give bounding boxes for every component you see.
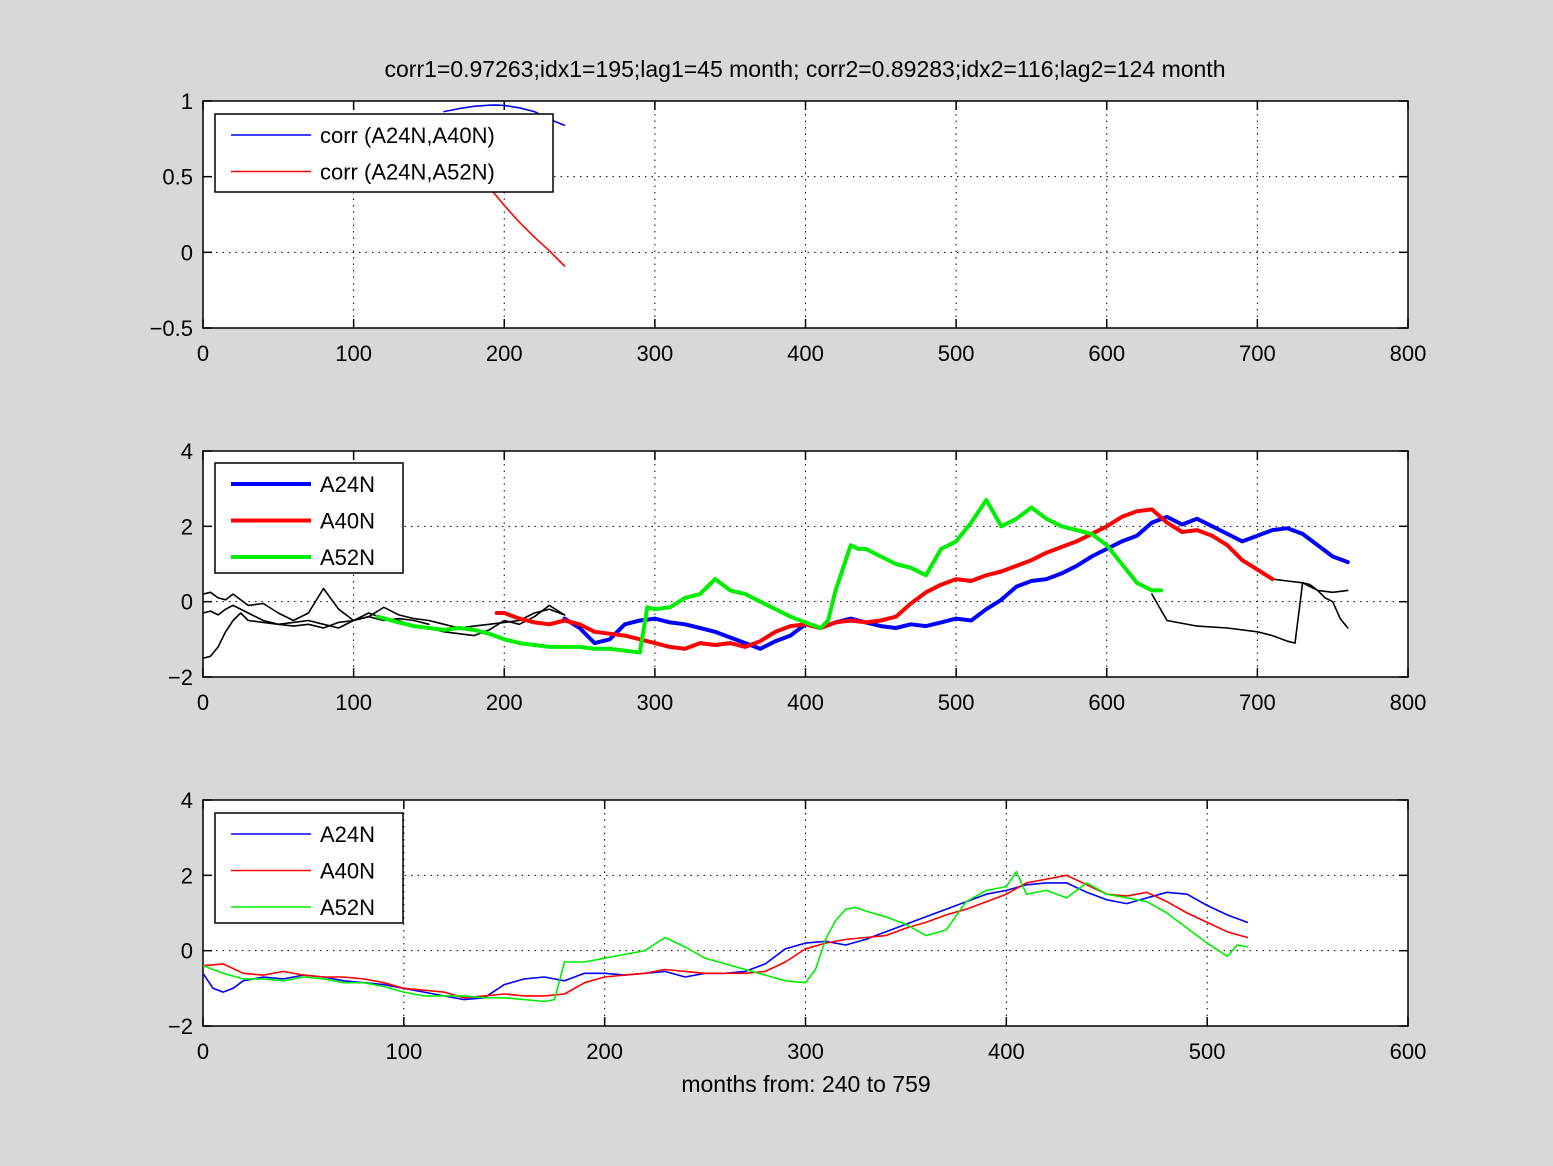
series-group [203, 498, 1350, 660]
x-tick-label: 300 [787, 1039, 824, 1064]
legend-box [214, 812, 404, 924]
axes-timeseries-lagged: 0 100 200 300 400 500 600 700 800−2024A24NA40NA5… [168, 439, 1426, 715]
x-tick-label: 700 [1239, 341, 1276, 366]
x-tick-label: 500 [938, 341, 975, 366]
legend: A24N A40N A52N [214, 462, 404, 574]
x-tick-label: 600 [1088, 341, 1125, 366]
legend-box [214, 113, 554, 193]
legend: corr (A24N,A40N) corr (A24N,A52N) [214, 113, 554, 193]
x-tick-label: 600 [1088, 690, 1125, 715]
x-tick-label: 200 [486, 690, 523, 715]
x-tick-label: 200 [586, 1039, 623, 1064]
x-tick-label: 300 [637, 341, 674, 366]
y-tick-label: 2 [181, 514, 193, 539]
y-tick-label: 4 [181, 788, 193, 813]
x-tick-label: 100 [335, 690, 372, 715]
y-tick-label: −2 [168, 1014, 193, 1039]
legend-label: A52N [320, 895, 375, 920]
x-tick-label: 700 [1239, 690, 1276, 715]
y-tick-label: 4 [181, 439, 193, 464]
legend-label: A24N [320, 822, 375, 847]
y-tick-label: 0 [181, 939, 193, 964]
series-line-a52n [203, 870, 1249, 1003]
y-tick-label: 0.5 [162, 165, 193, 190]
series-line-unlabeled-1 [203, 604, 566, 637]
y-tick-label: 1 [181, 89, 193, 114]
x-tick-label: 800 [1390, 690, 1427, 715]
x-tick-label: 100 [385, 1039, 422, 1064]
y-tick-label: 2 [181, 863, 193, 888]
legend-box [214, 462, 404, 574]
x-tick-label: 600 [1390, 1039, 1427, 1064]
x-tick-label: 500 [938, 690, 975, 715]
x-tick-label: 100 [335, 341, 372, 366]
series-line-unlabeled-3 [1151, 581, 1349, 644]
legend-label: corr (A24N,A52N) [320, 160, 495, 185]
x-tick-label: 0 [197, 690, 209, 715]
x-tick-label: 400 [787, 341, 824, 366]
y-tick-label: 0 [181, 240, 193, 265]
legend-label: A24N [320, 472, 375, 497]
y-tick-label: 0 [181, 590, 193, 615]
series-line-a24n [562, 514, 1350, 651]
series-line-unlabeled-4 [1271, 578, 1349, 594]
series-line-a40n [203, 874, 1249, 999]
legend-label: A40N [320, 509, 375, 534]
plot-area [203, 451, 1408, 677]
legend: A24N A40N A52N [214, 812, 404, 924]
x-axis-label: months from: 240 to 759 [681, 1071, 930, 1097]
chart-title: corr1=0.97263;idx1=195;lag1=45 month; co… [385, 56, 1226, 82]
x-tick-label: 400 [988, 1039, 1025, 1064]
legend-label: A52N [320, 545, 375, 570]
x-tick-label: 0 [197, 341, 209, 366]
series-line-a52n [375, 498, 1163, 655]
series-line-unlabeled-2 [203, 612, 430, 660]
legend-label: A40N [320, 859, 375, 884]
legend-label: corr (A24N,A40N) [320, 123, 495, 148]
x-tick-label: 500 [1189, 1039, 1226, 1064]
x-tick-label: 800 [1390, 341, 1427, 366]
x-tick-label: 400 [787, 690, 824, 715]
x-tick-label: 0 [197, 1039, 209, 1064]
x-tick-label: 300 [637, 690, 674, 715]
x-tick-label: 200 [486, 341, 523, 366]
series-group [203, 870, 1249, 1003]
series-line-a40n [494, 507, 1275, 651]
y-tick-label: −0.5 [150, 316, 193, 341]
y-tick-label: −2 [168, 665, 193, 690]
